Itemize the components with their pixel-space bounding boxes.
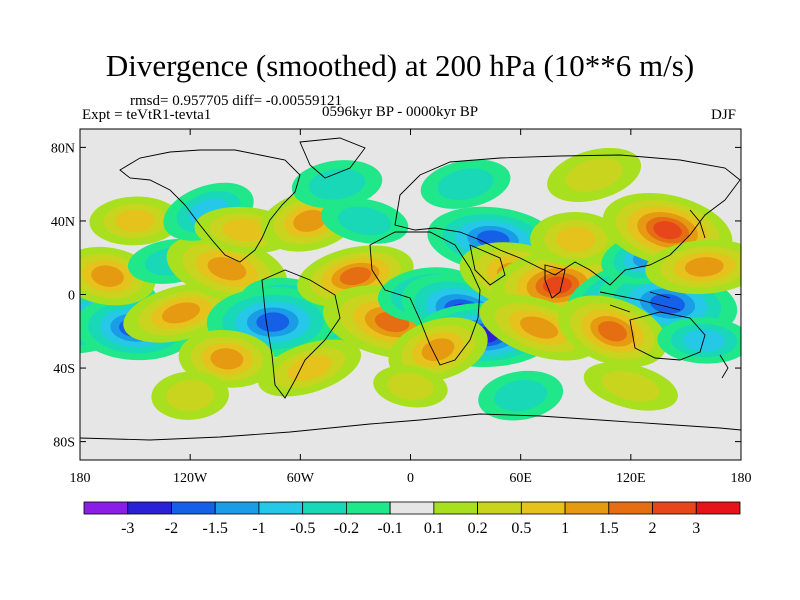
anomaly-contour: [210, 348, 244, 370]
stats-text: rmsd= 0.957705 diff= -0.00559121: [130, 93, 343, 109]
anomaly-contour: [287, 355, 332, 381]
colorbar-swatch: [608, 501, 653, 515]
y-tick-label: 40S: [53, 362, 75, 377]
colorbar-swatch: [258, 501, 304, 515]
anomaly-contour: [115, 209, 155, 233]
colorbar-label: 1.5: [599, 520, 619, 537]
experiment-label: Expt = teVtR1-tevta1: [82, 107, 212, 123]
y-tick-label: 80N: [51, 141, 75, 156]
y-axis: 80N 40N 0 40S 80S: [51, 141, 741, 451]
colorbar-swatch: [520, 501, 566, 515]
colorbar-label: 0.1: [424, 520, 444, 537]
colorbar-label: 1: [561, 520, 569, 537]
colorbar-label: -3: [121, 520, 134, 537]
y-tick-label: 0: [68, 289, 75, 304]
colorbar-swatch: [433, 501, 479, 515]
y-tick-label: 40N: [51, 215, 75, 230]
colorbar-swatch: [345, 501, 391, 515]
colorbar-label: 3: [692, 520, 700, 537]
divergence-field: [80, 129, 741, 460]
colorbar-swatch: [83, 501, 129, 515]
x-tick-label: 60E: [509, 471, 532, 486]
anomaly-contour: [519, 316, 559, 339]
coast-eurasia: [394, 154, 741, 286]
coast-antarctica: [80, 413, 741, 441]
coast-japan: [689, 209, 706, 239]
anomaly-contour: [437, 168, 494, 200]
anomaly-contour: [565, 158, 623, 192]
anomaly-contour: [256, 312, 290, 332]
coast-arabia: [469, 244, 506, 286]
anomaly-contour: [293, 209, 326, 232]
anomaly-contour: [494, 379, 547, 412]
colorbar-swatch: [127, 501, 172, 515]
anomaly-contour: [166, 380, 215, 412]
colorbar-label: 0.5: [511, 520, 531, 537]
colorbar-swatch: [389, 501, 435, 515]
x-tick-label: 120W: [173, 471, 208, 486]
y-tick-label: 80S: [53, 436, 75, 451]
period-label: 0596kyr BP - 0000kyr BP: [322, 104, 479, 120]
colorbar-label: -1: [252, 520, 265, 537]
coast-south-america: [261, 269, 341, 399]
x-tick-label: 60W: [287, 471, 315, 486]
x-axis: 180 120W 60W 0 60E 120E 180: [70, 129, 752, 486]
chart-title: Divergence (smoothed) at 200 hPa (10**6 …: [105, 48, 695, 83]
colorbar-swatch: [564, 501, 610, 515]
x-tick-label: 120E: [616, 471, 646, 486]
x-tick-label: 180: [70, 471, 91, 486]
x-tick-label: 0: [407, 471, 414, 486]
coast-india: [544, 264, 566, 299]
colorbar-label: 0.2: [468, 520, 488, 537]
coast-new-zealand: [719, 354, 729, 379]
anomaly-contour: [683, 329, 726, 352]
colorbar-swatch: [214, 501, 260, 515]
colorbar-label: -0.1: [377, 520, 402, 537]
colorbar-label: -2: [165, 520, 178, 537]
anomaly-contour: [207, 257, 247, 281]
colorbar-label: 2: [649, 520, 657, 537]
colorbar-label: -0.5: [290, 520, 315, 537]
colorbar-swatch: [652, 501, 697, 515]
colorbar-swatch: [695, 501, 741, 515]
coast-north-america: [119, 149, 301, 263]
anomaly-contour: [556, 226, 596, 252]
anomaly-contour: [222, 219, 268, 242]
colorbar-swatch: [477, 501, 522, 515]
x-tick-label: 180: [731, 471, 752, 486]
anomaly-contour: [339, 267, 372, 286]
anomaly-contour: [91, 265, 124, 287]
anomaly-contour: [337, 206, 392, 236]
anomaly-contour: [387, 372, 434, 401]
colorbar-swatch: [171, 501, 216, 515]
anomaly-contour: [598, 321, 627, 342]
anomaly-contour: [161, 302, 201, 324]
anomaly-contour: [602, 371, 660, 402]
coast-indonesia: [599, 291, 681, 313]
coast-greenland: [299, 137, 366, 179]
season-label: DJF: [711, 107, 737, 123]
coastlines: [80, 137, 741, 441]
colorbar-swatch: [302, 501, 347, 515]
anomaly-contour: [542, 276, 572, 295]
colorbar-label: -1.5: [203, 520, 228, 537]
anomaly-contour: [653, 221, 682, 240]
coast-australia: [629, 311, 706, 361]
coast-africa: [369, 231, 481, 366]
colorbar: -3 -2 -1.5 -1 -0.5 -0.2 -0.1 0.1 0.2 0.5 1 1.5 2 3: [83, 501, 741, 537]
anomaly-contour: [684, 257, 724, 277]
colorbar-label: -0.2: [334, 520, 359, 537]
